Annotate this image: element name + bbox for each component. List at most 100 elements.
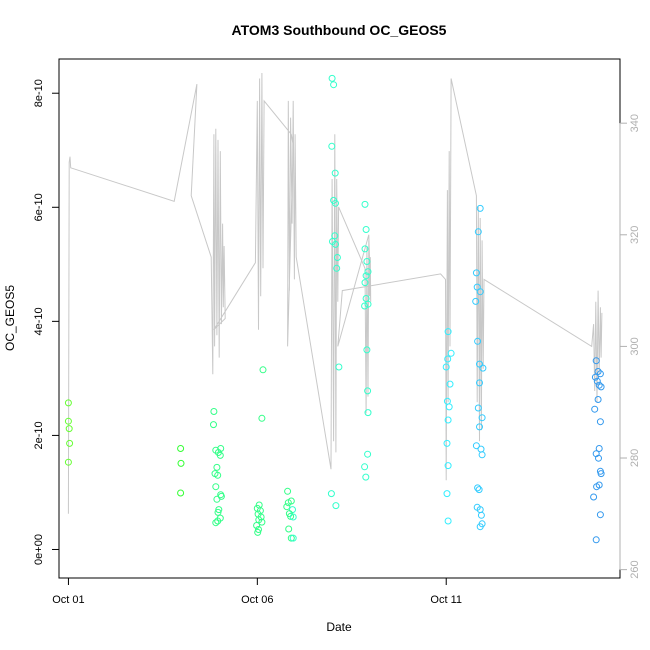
data-point [333,254,341,261]
data-point [283,503,291,511]
data-point [213,463,221,471]
data-point [592,357,600,365]
data-point [442,363,450,371]
data-point [474,337,482,345]
x-axis-label: Date [326,620,352,634]
data-point [361,200,369,208]
data-point [474,404,482,412]
data-point [364,300,372,308]
data-point [66,439,74,447]
data-point [446,380,454,388]
data-point [476,204,484,212]
y2-tick-label: 260 [629,560,641,578]
data-point [210,408,218,415]
data-point [478,451,486,459]
data-point [479,364,487,372]
data-point [597,383,605,391]
data-point [330,81,338,89]
data-point [591,373,599,381]
data-point [254,528,262,536]
data-point [594,368,602,375]
data-point [332,240,339,248]
y2-tick-label: 320 [629,226,641,244]
data-point [284,487,292,495]
data-point [596,370,604,378]
data-point [328,142,336,150]
data-point [289,506,296,514]
data-point [331,169,339,177]
data-point [258,414,266,422]
data-point [444,328,452,336]
data-point [595,381,603,389]
data-point [472,297,480,305]
right-axis-line-series [67,72,603,514]
data-point [289,513,297,521]
y-axis: 0e+00 2e-10 4e-10 6e-10 8e-10 [33,79,60,565]
data-point [214,508,222,516]
data-point [64,399,72,407]
data-point [363,346,371,354]
data-point [287,512,295,520]
y-axis-label: OC_GEOS5 [3,285,17,351]
data-point [476,360,483,368]
data-point [253,522,261,529]
data-point [361,463,369,471]
data-point [64,417,72,425]
data-point [284,499,292,507]
data-point [444,416,452,424]
data-point [364,409,372,417]
data-point [327,490,335,498]
data-point [477,445,485,453]
data-point [476,379,483,387]
data-point [475,486,483,494]
data-point [595,445,603,452]
data-point [332,199,339,207]
data-point [214,471,222,479]
x-tick-label: Oct 11 [430,594,462,606]
data-point [364,387,372,395]
data-point [217,445,225,452]
data-point [361,279,369,287]
data-point [177,459,185,467]
y-tick-label: 6e-10 [33,193,45,221]
data-point [590,493,598,501]
y-tick-label: 2e-10 [33,421,45,449]
point-series [64,74,605,544]
data-point [447,349,455,357]
data-point [362,473,370,481]
data-point [332,502,340,510]
data-point [444,517,452,525]
data-point [331,232,339,240]
data-point [212,483,220,491]
data-point [287,534,295,542]
x-axis: Oct 01 Oct 06 Oct 11 [52,577,462,606]
data-point [362,272,370,280]
data-point [214,517,222,525]
data-point [363,258,371,265]
data-point [364,268,372,276]
data-point [595,454,602,462]
data-point [216,451,224,459]
data-point [333,264,341,272]
y2-axis: 260 280 300 320 340 [619,114,641,579]
data-point [65,425,73,433]
chart-title: ATOM3 Southbound OC_GEOS5 [232,22,447,38]
data-point [364,450,372,458]
data-point [444,355,452,363]
data-point [362,226,370,233]
data-point [472,269,480,277]
data-point [474,484,482,492]
y2-tick-label: 340 [629,114,641,132]
y2-tick-label: 300 [629,337,641,355]
plot-box [58,58,621,579]
data-point [361,302,369,310]
data-point [64,458,72,466]
data-point [476,423,483,431]
x-tick-label: Oct 06 [241,594,273,606]
data-point [259,366,267,374]
y-tick-label: 0e+00 [33,534,45,565]
data-point [213,495,221,503]
data-point [472,442,480,450]
data-point [335,363,343,371]
